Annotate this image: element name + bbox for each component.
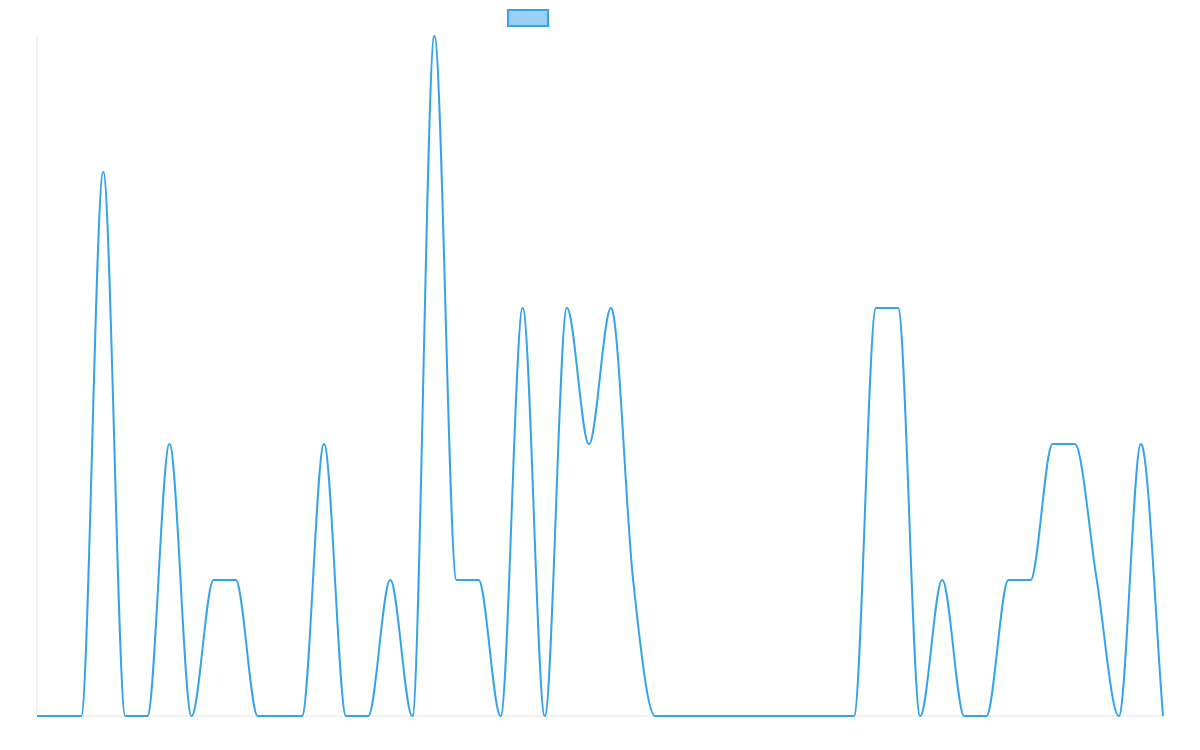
data-point[interactable] — [938, 576, 946, 584]
data-point[interactable] — [33, 712, 41, 720]
data-point[interactable] — [99, 168, 107, 176]
data-point[interactable] — [1049, 440, 1057, 448]
data-point[interactable] — [607, 304, 615, 312]
data-point[interactable] — [740, 712, 748, 720]
data-point[interactable] — [784, 712, 792, 720]
data-point[interactable] — [342, 712, 350, 720]
data-point[interactable] — [1159, 712, 1167, 720]
data-point[interactable] — [298, 712, 306, 720]
data-point[interactable] — [210, 576, 218, 584]
data-point[interactable] — [894, 304, 902, 312]
data-point[interactable] — [872, 304, 880, 312]
data-point[interactable] — [695, 712, 703, 720]
legend-swatch[interactable] — [507, 9, 549, 27]
data-point[interactable] — [563, 304, 571, 312]
series-line — [37, 35, 1164, 717]
data-point[interactable] — [276, 712, 284, 720]
data-point[interactable] — [408, 712, 416, 720]
data-point[interactable] — [143, 712, 151, 720]
data-point[interactable] — [717, 712, 725, 720]
data-point[interactable] — [519, 304, 527, 312]
data-point[interactable] — [762, 712, 770, 720]
data-point[interactable] — [651, 712, 659, 720]
data-point[interactable] — [1027, 576, 1035, 584]
data-point[interactable] — [585, 440, 593, 448]
data-point[interactable] — [232, 576, 240, 584]
data-point[interactable] — [1071, 440, 1079, 448]
data-point[interactable] — [806, 712, 814, 720]
data-point[interactable] — [320, 440, 328, 448]
data-point[interactable] — [1093, 576, 1101, 584]
data-point[interactable] — [629, 576, 637, 584]
series-group — [37, 35, 1164, 717]
data-point[interactable] — [828, 712, 836, 720]
data-point[interactable] — [364, 712, 372, 720]
data-point[interactable] — [121, 712, 129, 720]
data-point[interactable] — [673, 712, 681, 720]
data-point[interactable] — [1115, 712, 1123, 720]
data-point[interactable] — [497, 712, 505, 720]
data-point[interactable] — [850, 712, 858, 720]
data-point[interactable] — [475, 576, 483, 584]
data-point[interactable] — [386, 576, 394, 584]
data-point[interactable] — [916, 712, 924, 720]
data-point[interactable] — [541, 712, 549, 720]
data-point[interactable] — [1137, 440, 1145, 448]
data-point[interactable] — [452, 576, 460, 584]
data-point[interactable] — [77, 712, 85, 720]
legend — [507, 9, 549, 27]
data-point[interactable] — [430, 32, 438, 40]
data-point[interactable] — [165, 440, 173, 448]
data-point[interactable] — [55, 712, 63, 720]
data-point[interactable] — [1004, 576, 1012, 584]
data-point[interactable] — [254, 712, 262, 720]
data-point[interactable] — [960, 712, 968, 720]
data-point[interactable] — [188, 712, 196, 720]
data-point[interactable] — [982, 712, 990, 720]
